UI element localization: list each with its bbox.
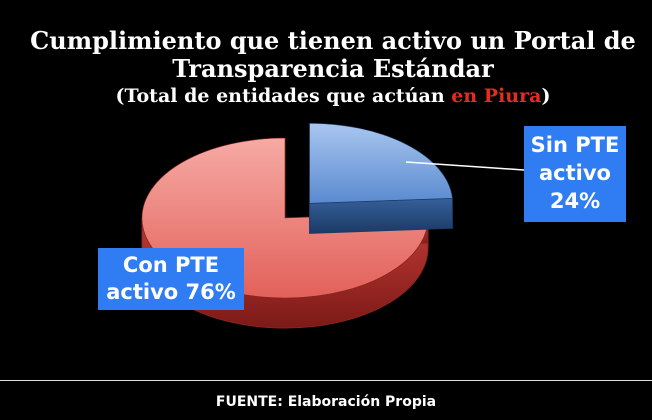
slice-label-con-pte: Con PTE activo 76% <box>98 248 244 310</box>
footer-source: FUENTE: Elaboración Propia <box>215 394 437 410</box>
subtitle-prefix: (Total de entidades que actúan <box>115 85 452 107</box>
subtitle-highlight: en Piura <box>451 85 542 107</box>
subtitle-suffix: ) <box>541 85 551 107</box>
pie-slice-sin-pte-wall-1 <box>309 197 453 234</box>
slice-label-con-line1: Con PTE <box>122 253 220 277</box>
slice-label-sin-line1: Sin PTE <box>530 133 620 157</box>
pie-slice-sin-pte <box>309 122 453 234</box>
chart-title: Cumplimiento que tienen activo un Portal… <box>0 27 652 83</box>
chart-title-line2: Transparencia Estándar <box>172 54 494 83</box>
pie-slice-sin-pte-top <box>309 122 453 204</box>
chart-subtitle: (Total de entidades que actúan en Piura) <box>0 84 652 108</box>
leader-line <box>405 161 525 171</box>
slice-label-con-line2: activo 76% <box>106 280 236 304</box>
chart-title-line1: Cumplimiento que tienen activo un Portal… <box>30 26 636 55</box>
slice-label-sin-percent: 24% <box>549 189 601 213</box>
footer-divider <box>0 380 652 381</box>
slice-label-sin-line2: activo <box>539 161 611 185</box>
slice-label-sin-pte: Sin PTE activo 24% <box>524 126 626 222</box>
